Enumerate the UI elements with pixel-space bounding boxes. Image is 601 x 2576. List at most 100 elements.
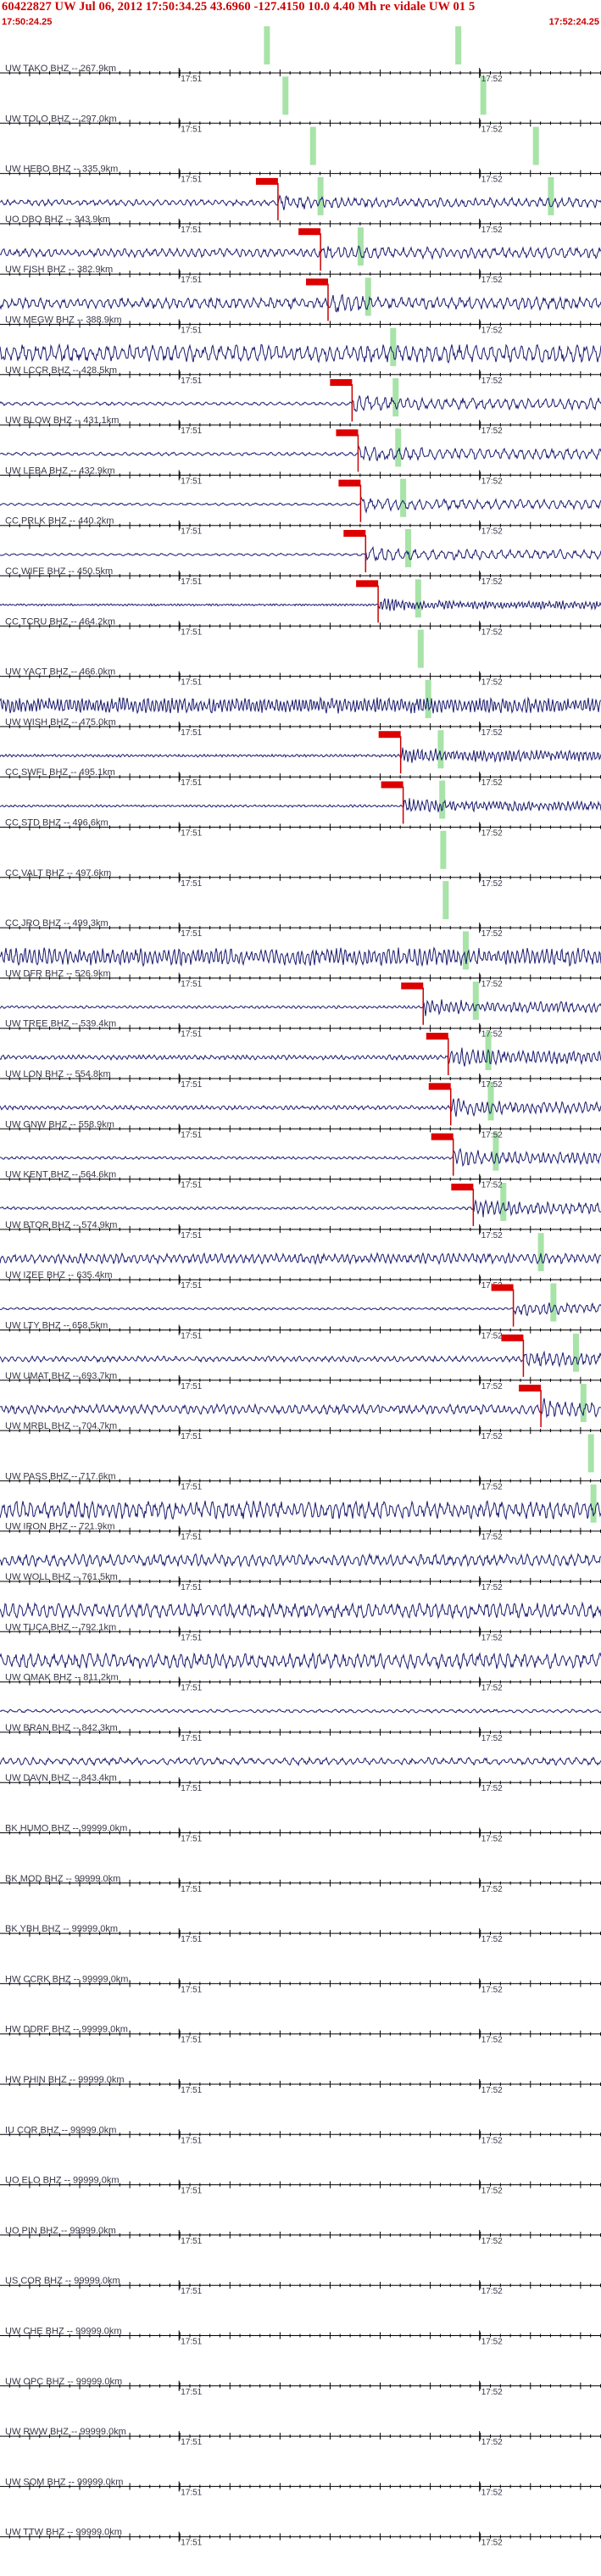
station-label: UW TAKO BHZ -- 267.9km bbox=[5, 64, 116, 74]
arrival-marker bbox=[264, 26, 270, 64]
minute-tick-label: 17:51 bbox=[181, 1835, 202, 1844]
minute-tick-label: 17:52 bbox=[481, 276, 503, 285]
minute-tick-label: 17:52 bbox=[481, 627, 503, 637]
trace-row: 17:51 17:52 CC JRO BHZ -- 499.3km bbox=[0, 918, 601, 939]
minute-tick-label: 17:52 bbox=[481, 979, 503, 989]
waveform bbox=[0, 1552, 601, 1568]
pick-flag bbox=[428, 1083, 451, 1090]
station-label: UW UMAT BHZ -- 693.7km bbox=[5, 1371, 117, 1381]
arrival-marker bbox=[437, 730, 444, 769]
trace-row: 17:51 17:52 BK YBH BHZ -- 99999.0km bbox=[0, 1924, 601, 1944]
minute-tick-label: 17:51 bbox=[181, 2287, 202, 2296]
station-label: UW WISH BHZ -- 475.0km bbox=[5, 717, 116, 728]
minute-tick-label: 17:51 bbox=[181, 226, 202, 235]
arrival-marker bbox=[317, 176, 324, 215]
station-label: CC JRO BHZ -- 499.3km bbox=[5, 918, 109, 928]
pick-flag bbox=[356, 580, 379, 588]
minute-tick-label: 17:51 bbox=[181, 1633, 202, 1642]
minute-tick-label: 17:51 bbox=[181, 376, 202, 386]
station-label: UW PASS BHZ -- 717.6km bbox=[5, 1471, 116, 1481]
pick-flag bbox=[519, 1385, 542, 1392]
pick-flag bbox=[401, 982, 424, 990]
minute-tick-label: 17:51 bbox=[181, 2187, 202, 2196]
arrival-marker bbox=[472, 981, 479, 1020]
station-label: UW LCCR BHZ -- 428.5km bbox=[5, 365, 117, 376]
arrival-marker bbox=[455, 26, 462, 64]
minute-tick-label: 17:52 bbox=[481, 577, 503, 587]
waveform bbox=[0, 293, 601, 313]
trace-row: 17:51 17:52 UW PASS BHZ -- 717.6km bbox=[0, 1471, 601, 1492]
minute-tick-label: 17:51 bbox=[181, 527, 202, 537]
station-label: UW TUCA BHZ -- 792.1km bbox=[5, 1622, 116, 1632]
minute-tick-label: 17:51 bbox=[181, 2237, 202, 2246]
waveform bbox=[0, 1350, 601, 1368]
minute-tick-label: 17:52 bbox=[481, 1181, 503, 1190]
minute-tick-label: 17:52 bbox=[481, 728, 503, 738]
station-label: UW FISH BHZ -- 382.9km bbox=[5, 265, 113, 275]
waveform bbox=[0, 999, 601, 1017]
minute-tick-label: 17:52 bbox=[481, 778, 503, 788]
arrival-marker bbox=[532, 126, 539, 165]
station-label: HW CCRK BHZ -- 99999.0km bbox=[5, 1974, 128, 1984]
minute-tick-label: 17:52 bbox=[481, 1130, 503, 1140]
waveform bbox=[0, 1252, 601, 1266]
pick-flag bbox=[305, 278, 328, 286]
station-label: UW YACT BHZ -- 466.0km bbox=[5, 667, 115, 677]
trace-row: 17:51 17:52 UW IRON BHZ -- 721.9km bbox=[0, 1500, 601, 1542]
station-label: UW DFR BHZ -- 526.9km bbox=[5, 968, 111, 979]
arrival-marker bbox=[425, 679, 431, 718]
minute-tick-label: 17:51 bbox=[181, 929, 202, 939]
trace-row: 17:51 17:52 UW UMAT BHZ -- 693.7km bbox=[0, 1334, 601, 1391]
station-label: IU COR BHZ -- 99999.0km bbox=[5, 2125, 116, 2135]
pick-flag bbox=[298, 228, 321, 236]
station-label: UW LON BHZ -- 554.8km bbox=[5, 1069, 111, 1079]
pick-flag bbox=[381, 781, 403, 789]
station-label: UW LEBA BHZ -- 432.9km bbox=[5, 466, 115, 476]
station-label: UW LTY BHZ -- 658.5km bbox=[5, 1321, 108, 1331]
waveform bbox=[0, 1500, 601, 1521]
arrival-marker bbox=[440, 830, 447, 869]
minute-tick-label: 17:52 bbox=[481, 2388, 503, 2397]
trace-row: 17:51 17:52 UW RWW BHZ -- 99999.0km bbox=[0, 2427, 601, 2447]
station-label: BK MOD BHZ -- 99999.0km bbox=[5, 1874, 120, 1884]
arrival-marker bbox=[572, 1333, 579, 1372]
trace-row: 17:51 17:52 US COR BHZ -- 99999.0km bbox=[0, 2276, 601, 2296]
pick-flag bbox=[431, 1133, 454, 1140]
station-label: UW MRBL BHZ -- 704.7km bbox=[5, 1421, 117, 1431]
minute-tick-label: 17:52 bbox=[481, 2338, 503, 2347]
minute-tick-label: 17:51 bbox=[181, 1231, 202, 1241]
trace-row: 17:51 17:52 CC PRLK BHZ -- 440.2km bbox=[0, 479, 601, 537]
arrival-marker bbox=[400, 478, 407, 517]
trace-row: 17:51 17:52 UW LTY BHZ -- 658.5km bbox=[0, 1284, 601, 1341]
waveform bbox=[0, 696, 601, 715]
waveform bbox=[0, 495, 601, 514]
pick-flag bbox=[426, 1033, 448, 1040]
minute-tick-label: 17:52 bbox=[481, 2187, 503, 2196]
arrival-marker bbox=[364, 277, 371, 316]
station-label: CC STD BHZ -- 496.6km bbox=[5, 818, 109, 828]
station-label: UW OPC BHZ -- 99999.0km bbox=[5, 2377, 122, 2387]
waveform bbox=[0, 245, 601, 260]
waveform bbox=[0, 1756, 601, 1767]
station-label: UW GNW BHZ -- 558.9km bbox=[5, 1119, 114, 1129]
minute-tick-label: 17:52 bbox=[481, 2488, 503, 2497]
minute-tick-label: 17:52 bbox=[481, 2136, 503, 2145]
trace-row: 17:51 17:52 IU COR BHZ -- 99999.0km bbox=[0, 2125, 601, 2145]
waveform bbox=[0, 444, 601, 462]
minute-tick-label: 17:51 bbox=[181, 1080, 202, 1090]
station-label: UW RWW BHZ -- 99999.0km bbox=[5, 2427, 126, 2437]
station-label: UW OMAK BHZ -- 811.2km bbox=[5, 1673, 119, 1683]
trace-row: 17:51 17:52 UW WISH BHZ -- 475.0km bbox=[0, 696, 601, 738]
station-label: UW BLOW BHZ -- 431.1km bbox=[5, 415, 119, 426]
trace-row: 17:51 17:52 UW TTW BHZ -- 99999.0km bbox=[0, 2528, 601, 2548]
minute-tick-label: 17:52 bbox=[481, 1935, 503, 1944]
minute-tick-label: 17:52 bbox=[481, 2287, 503, 2296]
trace-row: 17:51 17:52 UW CHE BHZ -- 99999.0km bbox=[0, 2327, 601, 2347]
waveform bbox=[0, 1199, 601, 1218]
trace-row: 17:51 17:52 UW TOLO BHZ -- 297.0km bbox=[0, 114, 601, 134]
station-label: CC PRLK BHZ -- 440.2km bbox=[5, 516, 114, 527]
minute-tick-label: 17:51 bbox=[181, 2488, 202, 2497]
arrival-marker bbox=[390, 327, 397, 366]
trace-row: 17:51 17:52 UW KENT BHZ -- 564.6km bbox=[0, 1133, 601, 1190]
